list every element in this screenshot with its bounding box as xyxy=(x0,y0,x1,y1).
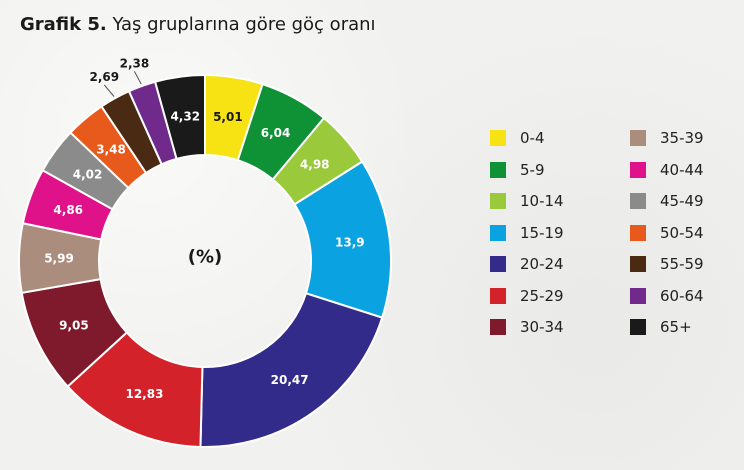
legend-item-50-54: 50-54 xyxy=(630,223,740,243)
legend-swatch xyxy=(490,319,506,335)
leader-line-55-59 xyxy=(103,84,115,97)
legend-item-65+: 65+ xyxy=(630,317,740,337)
legend-item-5-9: 5-9 xyxy=(490,160,630,180)
data-label-45-49: 4,02 xyxy=(73,167,103,181)
legend-item-25-29: 25-29 xyxy=(490,286,630,306)
data-label-60-64: 2,38 xyxy=(120,56,150,70)
legend-label: 25-29 xyxy=(520,286,564,305)
legend-label: 30-34 xyxy=(520,318,564,336)
legend-swatch xyxy=(630,319,646,335)
legend-swatch xyxy=(630,161,646,178)
legend-swatch xyxy=(490,287,506,304)
data-label-65+: 4,32 xyxy=(170,109,200,123)
legend-item-30-34: 30-34 xyxy=(490,317,630,337)
chart-legend: 0-4 35-39 5-9 40-44 10-14 45-49 15-19 50-54 20-2… xyxy=(490,128,740,337)
data-label-0-4: 5,01 xyxy=(213,110,243,124)
legend-label: 45-49 xyxy=(660,192,704,210)
legend-item-60-64: 60-64 xyxy=(630,286,740,306)
legend-label: 65+ xyxy=(660,318,692,336)
legend-label: 40-44 xyxy=(660,160,704,179)
leader-line-60-64 xyxy=(133,71,142,85)
legend-label: 5-9 xyxy=(520,160,545,179)
legend-item-35-39: 35-39 xyxy=(630,128,740,148)
legend-swatch xyxy=(630,130,646,146)
legend-label: 50-54 xyxy=(660,223,704,242)
data-label-55-59: 2,69 xyxy=(89,70,119,84)
legend-item-15-19: 15-19 xyxy=(490,223,630,243)
data-label-30-34: 9,05 xyxy=(59,318,89,332)
data-label-5-9: 6,04 xyxy=(261,126,291,140)
data-label-40-44: 4,86 xyxy=(53,203,83,217)
slice-65+ xyxy=(153,73,206,161)
legend-item-55-59: 55-59 xyxy=(630,254,740,274)
legend-item-20-24: 20-24 xyxy=(490,254,630,274)
data-label-25-29: 12,83 xyxy=(125,387,163,401)
legend-label: 55-59 xyxy=(660,255,704,273)
center-label: (%) xyxy=(188,247,223,268)
legend-item-0-4: 0-4 xyxy=(490,128,630,148)
legend-label: 15-19 xyxy=(520,223,564,242)
data-label-15-19: 13,9 xyxy=(335,235,365,249)
legend-swatch xyxy=(490,224,506,241)
legend-item-10-14: 10-14 xyxy=(490,191,630,211)
legend-label: 0-4 xyxy=(520,129,545,147)
data-label-50-54: 3,48 xyxy=(96,142,126,156)
legend-swatch xyxy=(630,224,646,241)
legend-label: 35-39 xyxy=(660,129,704,147)
data-label-20-24: 20,47 xyxy=(271,373,309,387)
legend-label: 10-14 xyxy=(520,192,564,210)
chart-title-prefix: Grafik 5. xyxy=(20,14,107,35)
legend-label: 20-24 xyxy=(520,255,564,273)
legend-swatch xyxy=(490,161,506,178)
legend-swatch xyxy=(630,256,646,272)
chart-title: Grafik 5. Yaş gruplarına göre göç oranı xyxy=(20,14,376,35)
legend-swatch xyxy=(490,256,506,272)
legend-swatch xyxy=(630,287,646,304)
data-label-10-14: 4,98 xyxy=(300,158,330,172)
chart-title-text: Yaş gruplarına göre göç oranı xyxy=(112,14,376,35)
legend-item-45-49: 45-49 xyxy=(630,191,740,211)
legend-label: 60-64 xyxy=(660,286,704,305)
slice-20-24 xyxy=(199,292,384,448)
legend-item-40-44: 40-44 xyxy=(630,160,740,180)
legend-swatch xyxy=(490,193,506,209)
legend-swatch xyxy=(490,130,506,146)
data-label-35-39: 5,99 xyxy=(44,252,74,266)
legend-swatch xyxy=(630,193,646,209)
